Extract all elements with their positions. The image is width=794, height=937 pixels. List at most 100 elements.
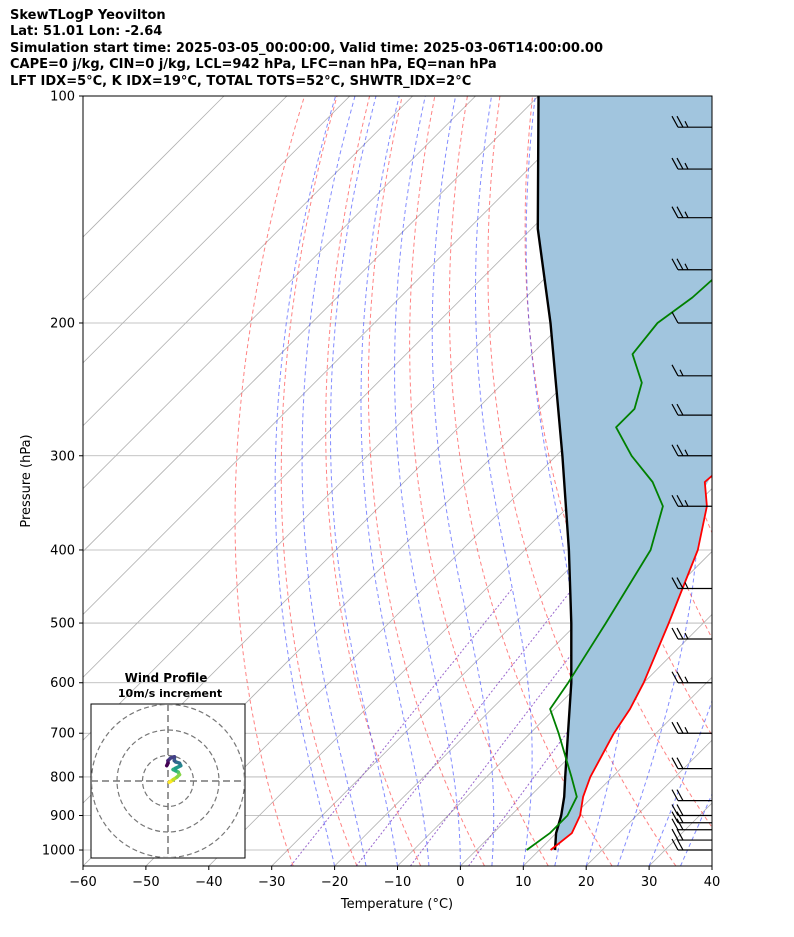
barb-full <box>671 157 679 170</box>
title-block: SkewTLogP Yeovilton Lat: 51.01 Lon: -2.6… <box>10 8 603 90</box>
moist-adiabat <box>711 864 712 866</box>
x-tick-label: −10 <box>384 875 411 890</box>
dry-adiabat <box>325 96 422 866</box>
barb-full <box>671 206 679 218</box>
barb-full <box>676 627 684 640</box>
moist-adiabat <box>475 96 533 866</box>
wind-barb <box>671 258 712 271</box>
barb-full <box>671 364 679 377</box>
isotherm <box>145 299 712 866</box>
y-tick-label: 400 <box>50 543 75 558</box>
wind-barb <box>671 671 712 684</box>
barb-full <box>676 206 684 218</box>
moist-adiabat <box>360 96 430 866</box>
barb-half <box>684 449 689 457</box>
wind-barb <box>671 157 712 170</box>
barb-full <box>671 757 679 769</box>
barb-half <box>684 211 689 218</box>
location-line: Lat: 51.01 Lon: -2.64 <box>10 24 163 40</box>
isotherm <box>271 425 712 866</box>
barb-half <box>684 499 689 507</box>
wind-barb <box>671 804 712 817</box>
parcel-line <box>536 96 573 851</box>
cape-shading <box>537 96 712 850</box>
barb-full <box>676 838 684 851</box>
moist-adiabat <box>394 96 461 866</box>
isotherm <box>83 96 351 364</box>
barb-full <box>676 811 684 824</box>
moist-adiabat <box>648 699 712 866</box>
y-tick-label: 200 <box>50 316 75 331</box>
barb-full <box>676 671 684 684</box>
wind-barb <box>671 577 712 590</box>
wind-barb <box>671 311 712 324</box>
wind-barb <box>671 828 712 841</box>
time-line: Simulation start time: 2025-03-05_00:00:… <box>10 40 603 56</box>
barb-full <box>671 577 679 589</box>
isotherm <box>523 676 712 866</box>
wind-barb <box>671 757 712 770</box>
barb-full <box>676 444 684 457</box>
moist-adiabat <box>744 96 794 866</box>
barb-full <box>671 444 679 457</box>
mixing-ratio-line <box>468 588 676 866</box>
mixing-ratio-line <box>290 588 513 866</box>
x-tick-label: 10 <box>515 875 532 890</box>
x-tick-label: 40 <box>704 875 721 890</box>
isotherm <box>83 96 602 615</box>
dewpoint-line <box>526 278 712 851</box>
barb-full <box>676 757 684 769</box>
wind-barbs <box>671 115 712 851</box>
dry-adiabat <box>761 96 794 866</box>
barb-half <box>684 676 689 684</box>
x-tick-label: 20 <box>578 875 595 890</box>
barb-full <box>676 721 684 734</box>
wind-barb <box>671 818 712 831</box>
barb-full <box>671 818 679 831</box>
wind-barb <box>671 115 712 128</box>
barb-full <box>676 258 684 271</box>
dry-adiabat <box>367 96 485 866</box>
y-tick-label: 1000 <box>42 844 75 859</box>
barb-full <box>671 311 679 324</box>
mixing-ratio-line <box>409 588 623 866</box>
isotherm <box>775 96 794 866</box>
barb-full <box>671 671 679 684</box>
moist-adiabat <box>274 96 337 866</box>
isotherm <box>711 865 712 866</box>
barb-full <box>671 828 679 841</box>
x-tick-label: 0 <box>456 875 464 890</box>
x-tick-label: −40 <box>195 875 222 890</box>
isotherm <box>334 488 712 866</box>
y-tick-label: 600 <box>50 676 75 691</box>
isotherm <box>83 96 539 553</box>
station-title: SkewTLogP Yeovilton <box>10 8 166 23</box>
y-tick-label: 300 <box>50 449 75 464</box>
index-line: LFT IDX=5°C, K IDX=19°C, TOTAL TOTS=52°C… <box>10 73 472 89</box>
mixing-ratio-line <box>355 588 574 866</box>
x-tick-label: −20 <box>321 875 348 890</box>
x-tick-label: −60 <box>69 875 96 890</box>
temperature-line <box>550 474 712 851</box>
barb-full <box>676 818 684 831</box>
moist-adiabat <box>301 96 367 866</box>
dry-adiabat <box>728 96 794 866</box>
barb-half <box>684 263 689 271</box>
wind-barb <box>671 811 712 824</box>
dry-adiabat <box>448 96 613 866</box>
moist-adiabat <box>680 792 712 866</box>
hodograph-inset: Wind Profile 10m/s increment <box>90 671 246 859</box>
barb-full <box>671 115 679 128</box>
barb-full <box>671 838 679 851</box>
barb-half <box>684 582 689 589</box>
barb-full <box>676 789 684 801</box>
moist-adiabat <box>330 96 398 866</box>
axes: −60 −50 −40 −30 −20 −10 0 10 20 30 40 1000 900 800 700… <box>42 90 720 891</box>
wind-barb <box>671 721 712 734</box>
barb-full <box>676 157 684 170</box>
isotherm <box>397 550 712 866</box>
wind-barb <box>671 627 712 640</box>
y-tick-label: 900 <box>50 809 75 824</box>
moist-adiabat <box>775 96 794 866</box>
